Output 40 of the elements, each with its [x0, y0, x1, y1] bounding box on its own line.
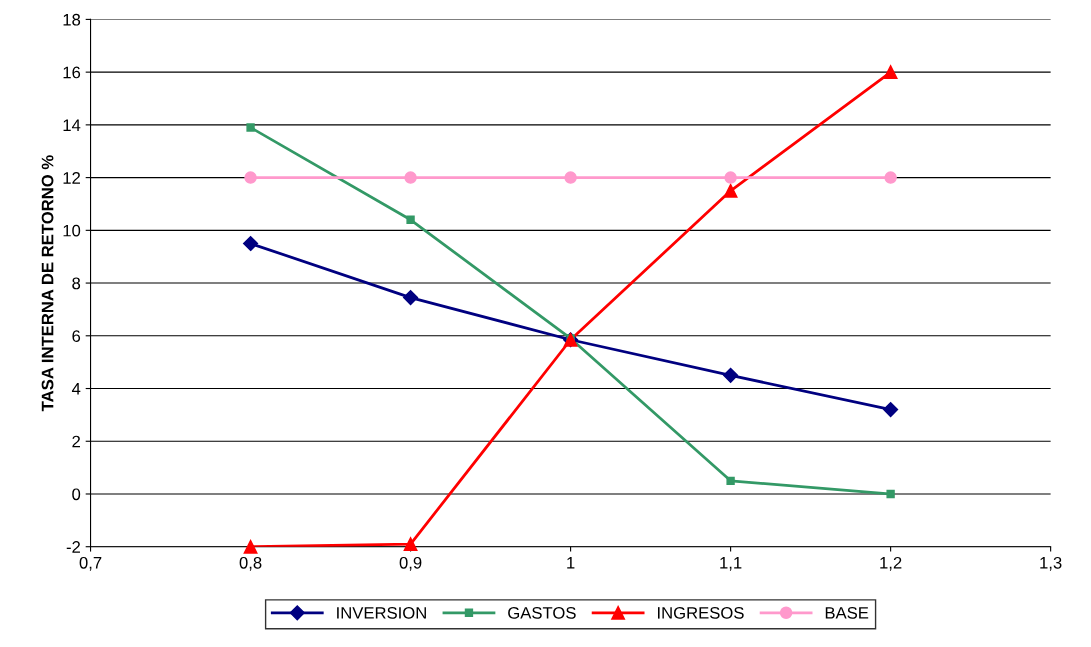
x-tick-label: 1,3: [1040, 556, 1062, 571]
x-tick-label: 1,2: [880, 556, 902, 571]
point: [244, 171, 257, 184]
y-tick-label: -2: [66, 541, 80, 553]
point: [243, 539, 258, 554]
legend-label: BASE: [825, 606, 869, 619]
x-tick-label: 1,1: [720, 557, 742, 571]
x-tick-label: 0,8: [239, 556, 262, 571]
y-tick-label: 10: [63, 224, 81, 237]
y-tick-label: 18: [63, 13, 81, 26]
y-tick-label: 12: [63, 172, 80, 184]
point: [886, 489, 895, 499]
x-tick-label: 1: [567, 557, 575, 569]
y-tick-label: 16: [63, 66, 81, 79]
y-tick-label: 8: [72, 277, 81, 290]
point: [726, 476, 735, 485]
point: [242, 235, 259, 252]
legend-label: GASTOS: [508, 606, 576, 619]
point: [403, 289, 419, 306]
point: [883, 402, 899, 418]
legend-label: INGRESOS: [658, 606, 744, 619]
y-tick-label: 2: [72, 435, 80, 448]
point: [723, 367, 739, 383]
point: [406, 215, 415, 224]
point: [884, 171, 897, 184]
point: [404, 171, 417, 184]
legend-label: INVERSION: [337, 606, 426, 619]
point: [564, 171, 577, 184]
y-tick-label: 6: [72, 330, 81, 342]
y-tick-label: 4: [71, 383, 81, 395]
y-axis-title: TASA INTERNA DE RETORNO %: [41, 155, 54, 412]
x-tick-label: 0,9: [399, 556, 422, 571]
point: [246, 123, 255, 132]
point: [723, 183, 738, 198]
point: [724, 171, 737, 184]
point: [403, 537, 418, 552]
x-tick-label: 0,7: [79, 556, 102, 571]
y-tick-label: 14: [63, 119, 81, 131]
y-tick-label: 0: [72, 488, 81, 501]
point: [883, 65, 898, 80]
